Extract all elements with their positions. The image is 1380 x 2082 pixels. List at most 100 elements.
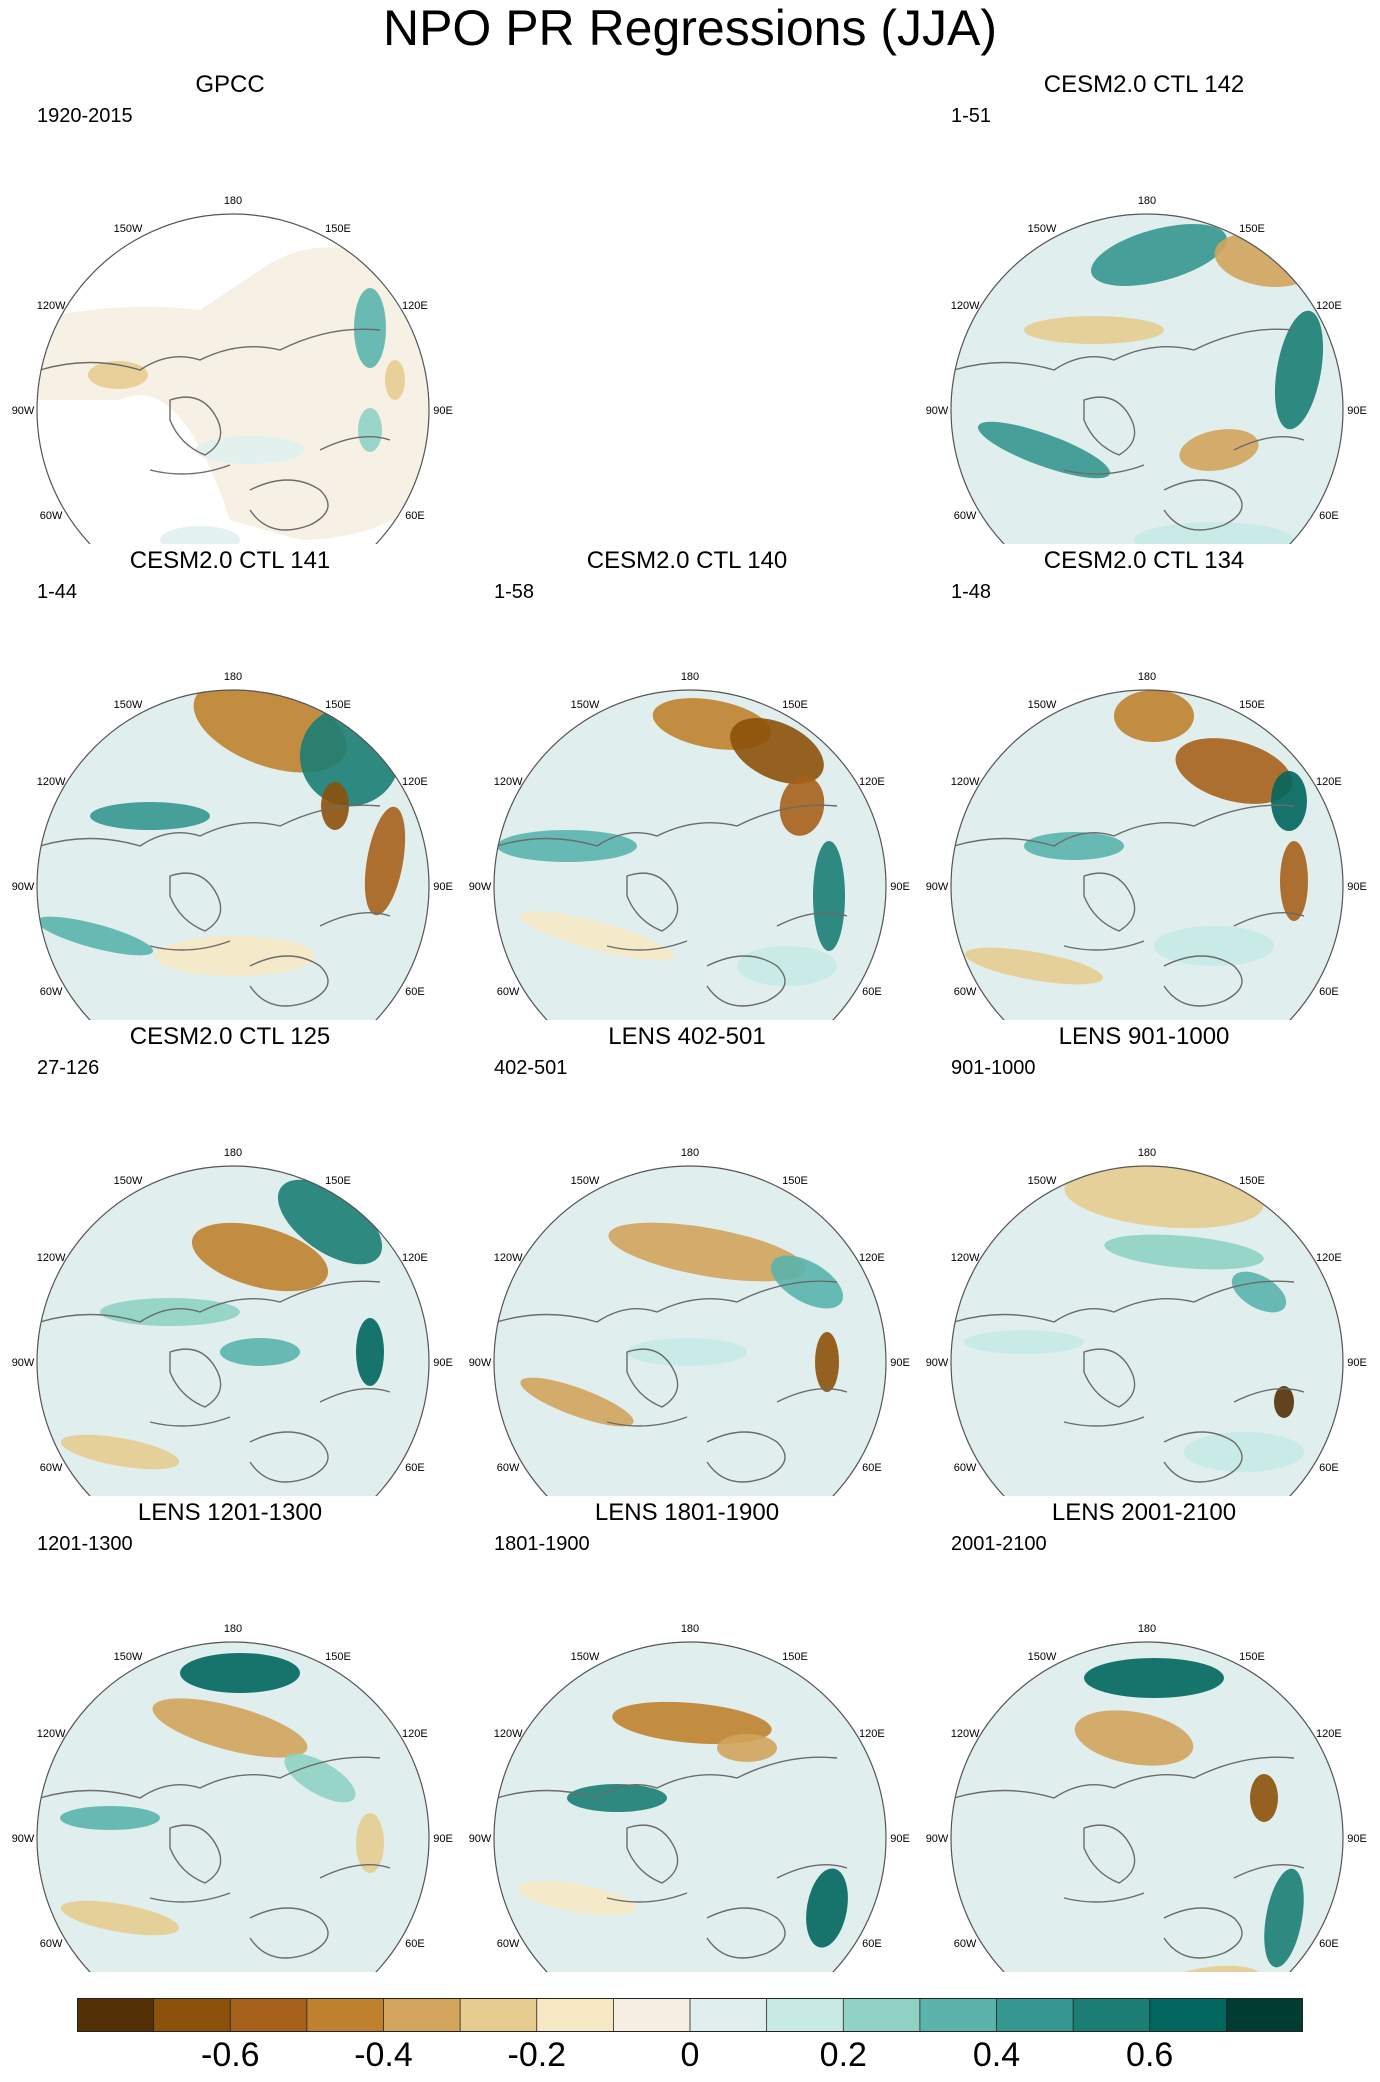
longitude-label: 60E — [862, 986, 882, 998]
colorbar-swatch — [843, 1998, 921, 2032]
longitude-label: 120E — [402, 776, 428, 788]
anomaly-region — [1280, 841, 1308, 921]
longitude-label: 90W — [469, 1357, 492, 1369]
map-background — [494, 1642, 886, 1972]
anomaly-region — [321, 782, 349, 830]
land-data-area — [37, 247, 429, 540]
map-boundary — [493, 689, 887, 1020]
longitude-label: 120W — [37, 1252, 66, 1264]
map-boundary — [950, 1165, 1344, 1496]
anomaly-region — [1231, 1271, 1287, 1313]
longitude-label: 60E — [405, 986, 425, 998]
panel-period-label: 2001-2100 — [951, 1533, 1047, 1555]
longitude-label: 150E — [1239, 223, 1265, 235]
anomaly-region — [155, 936, 315, 976]
colorbar-labels: -0.6 -0.4 -0.2 0 0.2 0.4 0.6 — [0, 2035, 1380, 2079]
longitude-label: 90W — [926, 1357, 949, 1369]
colorbar-swatch — [306, 1998, 385, 2032]
longitude-label: 90E — [1347, 1833, 1367, 1845]
longitude-label: 120W — [951, 1728, 980, 1740]
longitude-label: 150W — [114, 699, 143, 711]
longitude-label: 90E — [1347, 405, 1367, 417]
longitude-label: 120E — [402, 300, 428, 312]
longitude-label: 90E — [433, 881, 453, 893]
longitude-label: 90E — [433, 405, 453, 417]
longitude-label: 90E — [433, 1833, 453, 1845]
anomaly-region — [356, 1813, 384, 1873]
anomaly-region — [965, 947, 1103, 985]
colorbar-swatch — [153, 1998, 231, 2032]
panel-period-label: 1-44 — [37, 581, 78, 603]
longitude-label: 60W — [954, 1462, 977, 1474]
coastlines — [496, 1280, 848, 1483]
longitude-label: 150W — [114, 1175, 143, 1187]
polar-stereographic-map: 180150E120E90E60E30E030W60W90W120W150W — [12, 671, 453, 1020]
polar-stereographic-map: 180150E120E90E60E30E030W60W90W120W150W — [12, 195, 453, 544]
longitude-label: 120E — [402, 1252, 428, 1264]
panel-period-label: 1-48 — [951, 581, 992, 603]
longitude-label: 150E — [1239, 1175, 1265, 1187]
panel-title: LENS 2001-2100 — [1051, 1499, 1237, 1526]
longitude-label: 60W — [497, 986, 520, 998]
anomaly-region — [1175, 738, 1293, 804]
map-background — [951, 1642, 1343, 1972]
anomaly-region — [90, 802, 210, 830]
longitude-label: 120E — [1316, 1728, 1342, 1740]
colorbar-swatch — [1226, 1998, 1303, 2032]
map-boundary — [493, 1641, 887, 1972]
anomaly-region — [1114, 690, 1194, 742]
longitude-label: 60W — [954, 510, 977, 522]
anomaly-region — [977, 421, 1111, 479]
longitude-label: 150E — [1239, 1651, 1265, 1663]
longitude-label: 60E — [862, 1462, 882, 1474]
anomaly-region — [1104, 1234, 1264, 1270]
longitude-label: 90W — [469, 1833, 492, 1845]
colorbar-swatch — [536, 1998, 614, 2032]
anomaly-region — [1154, 926, 1274, 966]
coastlines — [39, 1756, 391, 1959]
longitude-label: 90E — [890, 1833, 910, 1845]
map-panel: CESM2.0 CTL 141180150E120E90E60E30E030W6… — [0, 546, 460, 1020]
anomaly-region — [608, 1222, 806, 1282]
panel-title: CESM2.0 CTL 125 — [129, 1023, 331, 1050]
anomaly-region — [220, 1338, 300, 1366]
longitude-label: 180 — [681, 1147, 699, 1159]
polar-stereographic-map: 180150E120E90E60E30E030W60W90W120W150W — [926, 195, 1367, 544]
longitude-label: 180 — [1138, 1147, 1156, 1159]
longitude-label: 180 — [681, 671, 699, 683]
anomaly-region — [1274, 1386, 1294, 1418]
longitude-label: 120E — [1316, 776, 1342, 788]
anomaly-region — [358, 408, 382, 452]
map-boundary — [36, 1641, 430, 1972]
longitude-label: 60W — [954, 986, 977, 998]
longitude-label: 60W — [40, 986, 63, 998]
coastlines — [496, 804, 848, 1007]
anomaly-region — [180, 1653, 300, 1693]
anomaly-region — [60, 1806, 160, 1830]
panel-period-label: 27-126 — [37, 1057, 100, 1079]
longitude-label: 60W — [40, 510, 63, 522]
longitude-label: 90E — [1347, 1357, 1367, 1369]
anomaly-region — [354, 288, 386, 368]
longitude-label: 120E — [402, 1728, 428, 1740]
panel-period-label: 1-51 — [951, 105, 992, 127]
panel-title: CESM2.0 CTL 141 — [129, 547, 331, 574]
colorbar-tick-label: 0.2 — [819, 2036, 867, 2074]
anomaly-region — [520, 1377, 634, 1427]
longitude-label: 150W — [571, 699, 600, 711]
anomaly-region — [1091, 224, 1227, 286]
longitude-label: 120W — [951, 300, 980, 312]
longitude-label: 90W — [12, 1357, 35, 1369]
colorbar-tick-label: -0.2 — [507, 2036, 567, 2074]
polar-stereographic-map: 180150E120E90E60E30E030W60W90W120W150W — [12, 1147, 453, 1496]
panel-period-label: 1920-2015 — [37, 105, 133, 127]
colorbar-tick-label: 0.6 — [1126, 2036, 1174, 2074]
anomaly-region — [1064, 1166, 1264, 1229]
longitude-label: 150E — [782, 1175, 808, 1187]
anomaly-region — [191, 1222, 329, 1292]
longitude-label: 60W — [40, 1462, 63, 1474]
longitude-label: 120E — [859, 776, 885, 788]
map-background — [951, 214, 1343, 544]
coastlines — [953, 328, 1305, 531]
anomaly-region — [100, 1298, 240, 1326]
